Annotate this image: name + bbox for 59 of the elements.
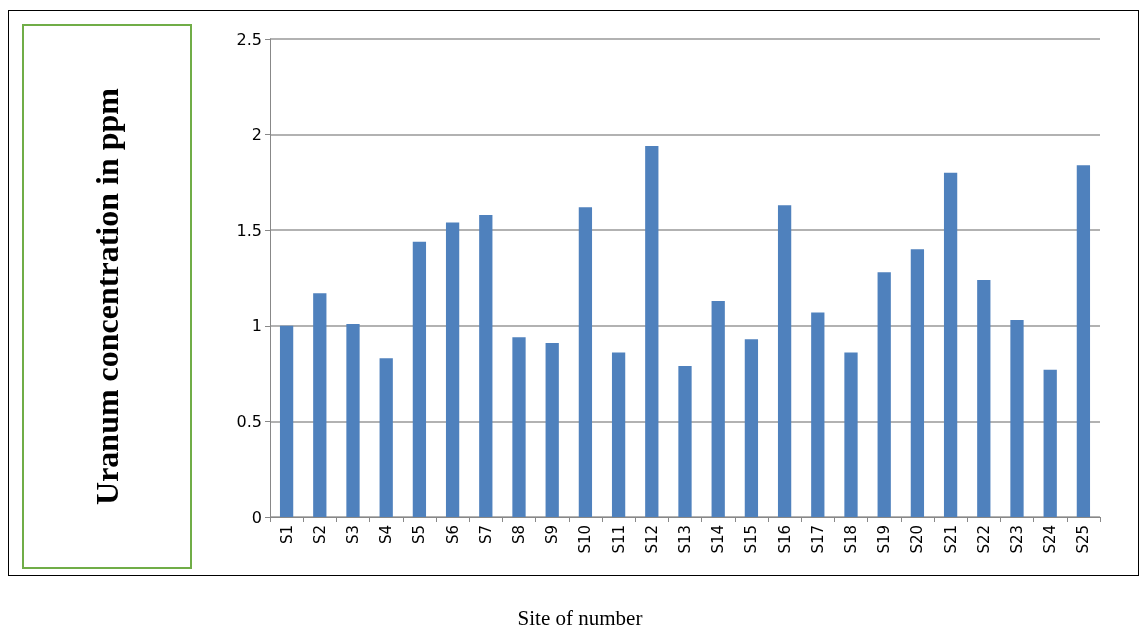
y-tick-label: 0 xyxy=(251,507,262,527)
x-axis-title: Site of number xyxy=(516,606,644,628)
bar xyxy=(1043,369,1057,517)
bar xyxy=(346,323,360,517)
x-tick-label: S11 xyxy=(609,525,628,554)
bar xyxy=(910,249,925,517)
bar xyxy=(943,172,958,517)
x-tick-label: S8 xyxy=(510,525,528,545)
x-tick-label: S18 xyxy=(842,525,860,554)
x-tick-label: S6 xyxy=(443,525,462,545)
bar xyxy=(1010,320,1024,517)
bar xyxy=(1076,165,1091,517)
y-tick-label: 2 xyxy=(251,125,262,145)
label-box: Uranum concentration in ppm xyxy=(22,24,192,569)
y-tick-label: 1 xyxy=(251,316,262,336)
x-tick-label: S1 xyxy=(277,525,296,545)
x-tick-label: S20 xyxy=(908,525,927,554)
bar xyxy=(313,293,327,517)
bar xyxy=(811,312,825,517)
bar xyxy=(611,352,626,517)
bar xyxy=(412,241,427,517)
x-tick-label: S10 xyxy=(576,525,595,554)
x-tick-label: S23 xyxy=(1008,525,1026,554)
bar xyxy=(279,325,294,517)
y-tick-label: 2.5 xyxy=(236,29,262,49)
bar xyxy=(777,205,792,517)
bar xyxy=(844,352,858,517)
x-tick-label: S24 xyxy=(1041,525,1060,554)
x-tick-label: S7 xyxy=(476,525,495,545)
y-tick-label: 1.5 xyxy=(236,220,262,240)
bar xyxy=(678,365,692,517)
x-tick-label: S19 xyxy=(875,525,894,554)
bar xyxy=(711,300,725,517)
x-tick-label: S16 xyxy=(775,525,794,554)
bar xyxy=(545,343,559,517)
y-axis-title: Uranum concentration in ppm xyxy=(88,88,126,505)
x-tick-label: S21 xyxy=(941,525,960,554)
bar xyxy=(877,272,891,517)
x-tick-label: S22 xyxy=(974,525,993,554)
bar xyxy=(445,222,460,517)
bar xyxy=(744,339,759,517)
x-tick-label: S5 xyxy=(410,525,429,545)
x-tick-label: S3 xyxy=(344,525,362,545)
x-tick-label: S25 xyxy=(1074,525,1093,554)
x-tick-label: S15 xyxy=(742,525,761,554)
bar xyxy=(379,358,393,517)
x-tick-label: S14 xyxy=(709,525,728,554)
x-tick-label: S4 xyxy=(377,525,396,545)
bar xyxy=(645,146,659,517)
bar xyxy=(977,279,991,517)
bar xyxy=(512,337,526,517)
y-tick-label: 0.5 xyxy=(236,411,262,431)
x-tick-label: S17 xyxy=(808,525,827,554)
x-tick-label: S12 xyxy=(642,525,661,554)
x-tick-label: S9 xyxy=(543,525,562,545)
bar xyxy=(479,214,493,517)
x-tick-label: S2 xyxy=(310,525,329,545)
bar xyxy=(578,207,593,517)
x-tick-label: S13 xyxy=(676,525,694,554)
